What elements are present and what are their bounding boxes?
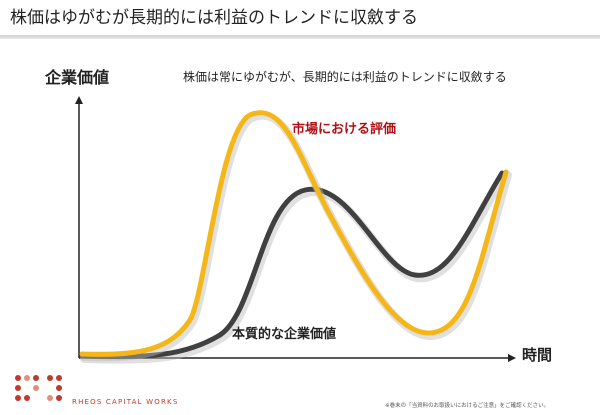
slide-title: 株価はゆがむが長期的には利益のトレンドに収斂する xyxy=(10,8,418,28)
intrinsic-value-curve-shadow xyxy=(80,172,508,364)
market-valuation-curve xyxy=(79,110,509,357)
title-divider xyxy=(0,35,600,39)
diagram-subtitle: 株価は常にゆがむが、長期的には利益のトレンドに収斂する xyxy=(183,70,507,84)
intrinsic-value-label: 本質的な企業価値 xyxy=(232,327,337,342)
market-valuation-label: 市場における評価 xyxy=(292,122,397,137)
x-axis-label: 時間 xyxy=(522,346,553,364)
footnote: ※巻末の「当資料のお取扱いにおけるご注意」をご確認ください。 xyxy=(385,403,550,409)
company-logo-mark xyxy=(15,375,62,401)
y-axis-label: 企業価値 xyxy=(45,68,110,87)
intrinsic-value-curve xyxy=(79,170,505,360)
market-valuation-curve-shadow xyxy=(80,111,512,362)
company-name: RHEOS CAPITAL WORKS xyxy=(72,398,179,406)
